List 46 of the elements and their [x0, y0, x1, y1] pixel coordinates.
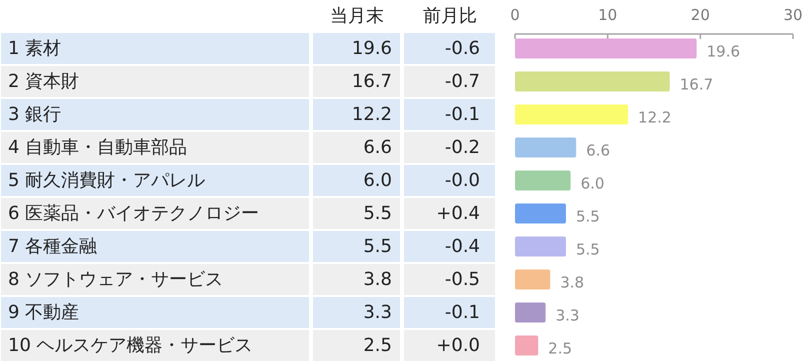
data-label: 6.0	[580, 174, 604, 192]
y-tick-label: 1 素材	[8, 38, 62, 59]
data-label: 6.6	[586, 142, 610, 160]
y-tick-label: 3 銀行	[8, 104, 62, 125]
data-label: 3.8	[560, 274, 584, 292]
annotation: -0.4	[444, 236, 480, 257]
annotation: +0.0	[436, 335, 480, 356]
x2-tick-label: 10	[598, 6, 618, 24]
annotation: -0.5	[444, 269, 480, 290]
table-value: 5.5	[363, 236, 392, 257]
table-value: 16.7	[352, 71, 392, 92]
data-label: 5.5	[576, 240, 600, 258]
y-tick-label: 5 耐久消費財・アパレル	[8, 170, 206, 191]
annotation: -0.0	[444, 170, 480, 191]
table-value: 6.0	[363, 170, 392, 191]
y-tick-label: 6 医薬品・バイオテクノロジー	[8, 203, 260, 224]
table-value: 2.5	[363, 335, 392, 356]
column-header: 当月末	[330, 6, 384, 26]
annotation: -0.2	[444, 137, 480, 158]
data-label: 5.5	[576, 208, 600, 226]
column-header: 前月比	[423, 6, 477, 26]
annotation: -0.7	[444, 71, 480, 92]
table-value: 3.3	[363, 302, 392, 323]
annotation: -0.1	[444, 104, 480, 125]
table-value: 19.6	[352, 38, 392, 59]
data-label: 3.3	[556, 306, 580, 324]
data-label: 16.7	[680, 76, 714, 94]
data-label: 19.6	[706, 42, 740, 60]
table-value: 6.6	[363, 137, 392, 158]
y-tick-label: 10 ヘルスケア機器・サービス	[8, 335, 253, 356]
table-value: 12.2	[352, 104, 392, 125]
x2-tick-label: 20	[690, 6, 710, 24]
y-tick-label: 7 各種金融	[8, 236, 98, 257]
table-value: 3.8	[363, 269, 392, 290]
y-tick-label: 2 資本財	[8, 71, 80, 92]
y-tick-label: 8 ソフトウェア・サービス	[8, 269, 224, 290]
y-tick-label: 9 不動産	[8, 302, 80, 323]
data-label: 2.5	[548, 340, 572, 358]
annotation: +0.4	[436, 203, 480, 224]
data-label: 12.2	[638, 108, 672, 126]
y-tick-label: 4 自動車・自動車部品	[8, 137, 188, 158]
table-value: 5.5	[363, 203, 392, 224]
x2-tick-label: 30	[783, 6, 803, 24]
annotation: -0.1	[444, 302, 480, 323]
x2-tick-label: 0	[510, 6, 520, 24]
annotation: -0.6	[444, 38, 480, 59]
